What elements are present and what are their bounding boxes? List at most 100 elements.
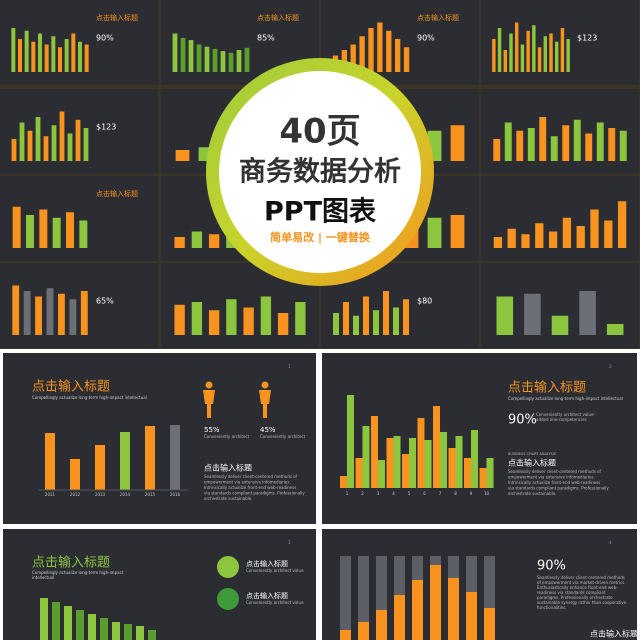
item-text: Conveniently architect value — [246, 568, 304, 573]
paragraph-line: orchestrate sustainable. — [204, 496, 252, 501]
thumbnail-bar — [228, 52, 234, 72]
thumbnail-bar — [562, 217, 572, 248]
slide-subtitle: Compellingly actualize long-term high-im… — [32, 395, 147, 400]
thumbnail-bar — [521, 234, 530, 248]
x-tick-label: 3 — [377, 491, 380, 496]
thumbnail-bar — [543, 36, 547, 72]
thumbnail-bar — [208, 234, 220, 248]
thumbnail-bar — [619, 130, 627, 161]
thumbnail-bar — [11, 28, 16, 72]
bar — [145, 426, 155, 490]
thumbnail-bar — [43, 136, 49, 161]
person-body — [259, 390, 271, 418]
x-tick-label: 2013 — [95, 492, 106, 497]
thumbnail-bar — [550, 136, 558, 161]
slide-subtitle: Compellingly actualize long-term high-im… — [32, 570, 124, 575]
thumbnail-bar — [31, 41, 36, 72]
thumbnail-bar — [539, 117, 547, 161]
thumbnail-bar — [277, 313, 289, 335]
thumbnail-bar — [58, 47, 62, 72]
bar — [170, 425, 180, 490]
thumbnail-label: 点击输入标题 — [96, 13, 138, 22]
thumbnail-bar — [64, 39, 69, 72]
thumbnail-bar — [24, 30, 29, 72]
thumbnail-bar — [608, 128, 616, 161]
thumbnail-bg — [481, 0, 639, 85]
caption: BUSINESS CHART ANALYSIS — [508, 452, 557, 456]
thumbnail-bar — [590, 209, 599, 248]
thumbnail-bar — [172, 33, 178, 72]
x-tick-label: 2016 — [170, 492, 181, 497]
thumbnail: $123 — [481, 0, 639, 85]
thumbnail-bg — [0, 263, 158, 348]
paragraph-line: sustainable synergy rather than cooperat… — [537, 600, 627, 605]
thumbnail-bar — [537, 47, 542, 72]
bar — [433, 406, 440, 488]
bar — [45, 433, 55, 490]
thumbnail-big: 85% — [257, 34, 275, 43]
thumbnail-bar — [236, 50, 242, 72]
bar — [371, 416, 378, 488]
thumbnail: $123 — [0, 89, 158, 174]
x-tick-label: 4 — [392, 491, 395, 496]
bar — [464, 458, 471, 488]
thumbnail-bar — [174, 237, 185, 248]
thumbnail-big: 90% — [417, 34, 435, 43]
thumbnail-bar — [427, 217, 442, 248]
thumbnail-bar — [196, 44, 202, 72]
bar — [358, 622, 369, 640]
thumbnail-label: 点击输入标题 — [96, 189, 138, 198]
thumbnail-bar — [35, 117, 41, 161]
x-tick-label: 2011 — [45, 492, 56, 497]
thumbnail — [481, 89, 639, 174]
disc — [219, 71, 421, 273]
bar — [455, 436, 463, 488]
paragraph-line: Enthusiastically enhance front-end web- — [537, 585, 618, 590]
thumbnail-bar — [386, 30, 392, 72]
item-heading: 点击输入标题 — [246, 591, 288, 600]
thumbnail-bar — [585, 133, 593, 161]
heading: 点击输入标题 — [590, 629, 638, 639]
paragraph-line: Seamlessly deliver client-centered metho… — [537, 575, 625, 580]
bar — [40, 598, 48, 640]
bar-bg — [484, 556, 495, 640]
thumbnail-bar — [51, 125, 57, 161]
thumbnail-bar — [78, 41, 82, 72]
thumbnail-bar — [35, 296, 42, 335]
stat-text: Conveniently architect — [260, 434, 306, 439]
x-tick-label: 9 — [470, 491, 473, 496]
item-text: Conveniently architect value — [246, 600, 304, 605]
thumbnail-bar — [79, 220, 88, 248]
thumbnail-bar — [18, 39, 22, 72]
heading: 点击输入标题 — [508, 458, 556, 468]
bar-bg — [358, 556, 369, 640]
thumbnail-bar — [226, 299, 237, 335]
thumbnail-bar — [220, 51, 226, 72]
banner-subtitle: PPT图表 — [264, 197, 376, 228]
thumbnail-bar — [350, 44, 356, 72]
slide-subtitle: Compellingly actualize long-term high-im… — [508, 396, 623, 401]
thumbnail-bar — [51, 36, 56, 72]
bar — [362, 426, 370, 488]
x-tick-label: 8 — [454, 491, 457, 496]
bar — [471, 430, 478, 488]
paragraph-line: orchestrate sustainable. — [508, 491, 556, 496]
bar — [52, 602, 60, 640]
bar — [376, 610, 387, 640]
thumbnail-bar — [59, 111, 65, 161]
thumbnail-bar — [548, 231, 558, 248]
thumbnail-bar — [560, 28, 565, 72]
bar — [88, 614, 96, 640]
slide-subtitle: intellectual — [32, 575, 54, 580]
big-text: added one-competencies — [536, 417, 587, 422]
x-tick-label: 2012 — [70, 492, 81, 497]
thumbnail-bar — [403, 299, 409, 335]
thumbnail-bar — [450, 125, 465, 161]
tagline: 简单易改 | 一键替换 — [270, 230, 371, 244]
thumbnail-bar — [27, 130, 33, 161]
thumbnail-label: 点击输入标题 — [257, 13, 299, 22]
thumbnail-label: 点击输入标题 — [417, 13, 459, 22]
